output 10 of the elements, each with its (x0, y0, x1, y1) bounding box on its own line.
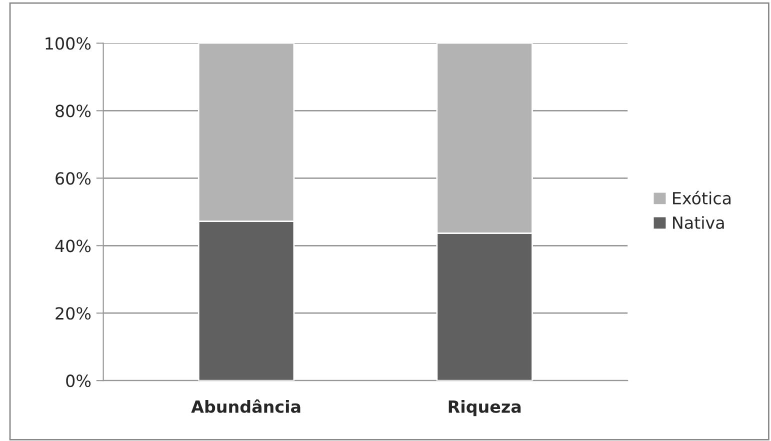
y-tick-label: 40% (55, 240, 91, 252)
x-tick-label: Riqueza (448, 400, 521, 416)
y-tick-label: 60% (56, 172, 91, 185)
y-tick-label: 100% (46, 37, 91, 50)
legend-label: Nativa (673, 216, 724, 229)
y-tick-label: 80% (56, 104, 91, 118)
y-tick-label: 0% (66, 374, 91, 388)
y-tick-label: 20% (56, 307, 91, 320)
x-tick-label: Abundância (191, 399, 300, 413)
legend-label: Exótica (673, 190, 731, 205)
